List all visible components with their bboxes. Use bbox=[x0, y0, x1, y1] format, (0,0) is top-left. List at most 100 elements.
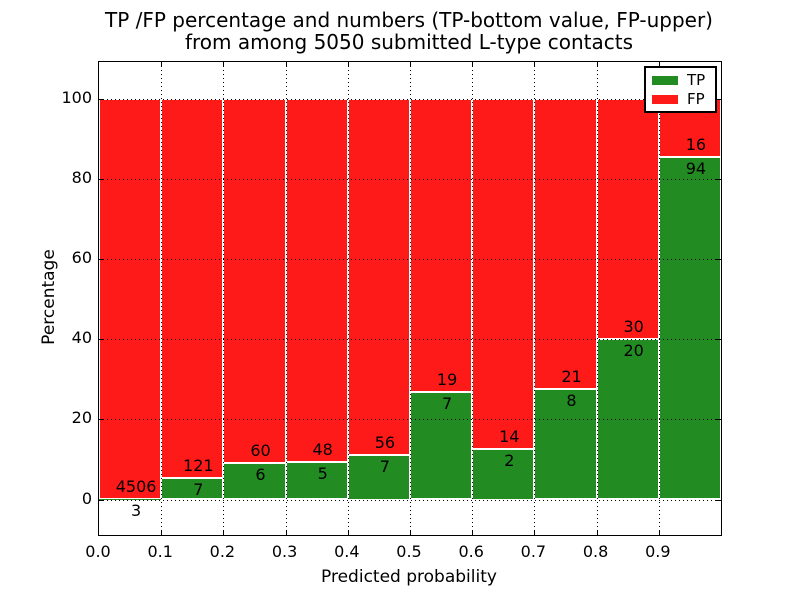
x-tick-mark-bottom bbox=[472, 530, 474, 535]
y-tick-label-80: 80 bbox=[71, 168, 92, 188]
fp-count-label-6: 14 bbox=[499, 427, 520, 447]
x-tick-mark-bottom bbox=[347, 530, 349, 535]
y-tick-mark-left bbox=[99, 179, 104, 181]
fp-bar-segment-1 bbox=[161, 99, 224, 478]
fp-count-label-4: 56 bbox=[374, 433, 396, 452]
y-tick-label-40: 40 bbox=[71, 328, 92, 348]
x-tick-mark-bottom bbox=[161, 530, 163, 535]
x-tick-mark-top bbox=[534, 62, 536, 67]
chart-title: TP /FP percentage and numbers (TP-bottom… bbox=[98, 9, 720, 53]
y-tick-mark-left bbox=[99, 339, 104, 341]
legend-swatch-fp bbox=[652, 94, 678, 104]
tp-count-label-5: 7 bbox=[442, 393, 453, 413]
gridline-x-0.1 bbox=[161, 62, 163, 535]
x-tick-mark-top bbox=[472, 62, 474, 67]
x-tick-mark-bottom bbox=[658, 530, 660, 535]
gridline-x-0.2 bbox=[223, 62, 225, 535]
x-tick-mark-top bbox=[658, 62, 660, 67]
chart-title-line2: from among 5050 submitted L-type contact… bbox=[184, 30, 634, 54]
tp-count-label-2: 6 bbox=[255, 465, 266, 485]
x-tick-mark-bottom bbox=[596, 530, 598, 535]
x-tick-label-0.5: 0.5 bbox=[396, 542, 422, 561]
tp-count-label-6: 2 bbox=[504, 451, 515, 471]
x-tick-mark-top bbox=[596, 62, 598, 67]
tp-count-label-9: 94 bbox=[685, 159, 707, 179]
x-tick-mark-bottom bbox=[285, 530, 287, 535]
gridline-x-0.8 bbox=[596, 62, 598, 535]
fp-bar-segment-4 bbox=[347, 99, 410, 455]
gridline-x-0.5 bbox=[410, 62, 411, 535]
fp-bar-segment-3 bbox=[285, 99, 348, 462]
x-tick-label-0.9: 0.9 bbox=[645, 542, 671, 561]
fp-count-label-8: 30 bbox=[623, 317, 644, 337]
tp-count-label-7: 8 bbox=[566, 391, 577, 411]
tp-bar-segment-3 bbox=[285, 461, 348, 500]
legend-swatch-tp bbox=[652, 75, 678, 85]
fp-bar-segment-2 bbox=[223, 99, 286, 464]
x-tick-mark-bottom bbox=[223, 530, 225, 535]
tp-bar-segment-2 bbox=[223, 463, 286, 500]
y-tick-mark-right bbox=[716, 259, 721, 261]
gridline-x-0.6 bbox=[472, 62, 474, 535]
y-tick-mark-right bbox=[716, 99, 721, 100]
y-tick-label-0: 0 bbox=[81, 488, 92, 508]
x-tick-label-0.4: 0.4 bbox=[334, 542, 360, 561]
y-tick-mark-left bbox=[99, 419, 104, 421]
y-tick-mark-left bbox=[99, 259, 104, 261]
x-tick-mark-top bbox=[223, 62, 225, 67]
y-tick-mark-left bbox=[99, 499, 104, 501]
y-tick-mark-left bbox=[99, 99, 104, 100]
tp-bar-segment-4 bbox=[347, 455, 410, 500]
plot-area: 4506 3 121 7 60 6 48 5 56 7 19 7 14 2 21 8 30 20 16 94 bbox=[98, 61, 722, 536]
y-tick-label-20: 20 bbox=[71, 408, 92, 428]
x-tick-mark-top bbox=[285, 62, 287, 67]
gridline-x-0.3 bbox=[285, 62, 287, 535]
x-tick-label-0.1: 0.1 bbox=[147, 542, 173, 561]
gridline-x-0.4 bbox=[347, 62, 349, 535]
legend-label-fp: FP bbox=[687, 89, 705, 108]
fp-count-label-7: 21 bbox=[561, 367, 582, 387]
fp-bar-segment-6 bbox=[472, 99, 535, 450]
x-tick-label-0.7: 0.7 bbox=[520, 542, 547, 561]
x-tick-mark-top bbox=[347, 62, 349, 67]
fp-count-label-2: 60 bbox=[250, 441, 271, 461]
legend-item-fp: FP bbox=[652, 91, 715, 107]
y-axis-label: Percentage bbox=[39, 249, 59, 345]
tp-count-label-3: 5 bbox=[317, 463, 328, 483]
y-tick-mark-right bbox=[716, 419, 721, 421]
x-tick-label-0.0: 0.0 bbox=[85, 542, 111, 561]
tp-count-label-4: 7 bbox=[379, 457, 390, 476]
y-tick-label-60: 60 bbox=[71, 248, 92, 268]
fp-count-label-9: 16 bbox=[685, 135, 707, 155]
tp-bar-segment-5 bbox=[410, 391, 473, 500]
x-tick-mark-top bbox=[161, 62, 163, 67]
y-tick-label-100: 100 bbox=[61, 88, 92, 107]
tp-count-label-8: 20 bbox=[623, 341, 644, 361]
fp-bar-segment-8 bbox=[596, 99, 659, 340]
gridline-x-0.7 bbox=[534, 62, 536, 535]
tp-count-label-0: 3 bbox=[131, 501, 142, 521]
fp-count-label-0: 4506 bbox=[115, 477, 157, 497]
y-tick-mark-right bbox=[716, 499, 721, 501]
chart-title-line1: TP /FP percentage and numbers (TP-bottom… bbox=[105, 8, 713, 32]
fp-count-label-5: 19 bbox=[436, 369, 458, 389]
x-tick-mark-bottom bbox=[410, 530, 411, 535]
x-tick-mark-top bbox=[410, 62, 411, 67]
legend-item-tp: TP bbox=[652, 72, 715, 88]
legend-label-tp: TP bbox=[687, 70, 706, 89]
tp-count-label-1: 7 bbox=[193, 479, 204, 499]
x-tick-label-0.2: 0.2 bbox=[209, 542, 236, 561]
y-tick-mark-right bbox=[716, 179, 721, 181]
fp-bar-segment-0 bbox=[99, 99, 162, 500]
x-tick-label-0.8: 0.8 bbox=[582, 542, 609, 561]
fp-bar-segment-7 bbox=[534, 99, 597, 390]
fp-count-label-3: 48 bbox=[312, 439, 333, 459]
x-tick-mark-bottom bbox=[534, 530, 536, 535]
legend: TP FP bbox=[644, 66, 717, 113]
x-tick-label-0.6: 0.6 bbox=[458, 542, 484, 561]
x-axis-label: Predicted probability bbox=[321, 567, 497, 587]
x-tick-label-0.3: 0.3 bbox=[271, 542, 298, 561]
y-tick-mark-right bbox=[716, 339, 721, 341]
fp-bar-segment-5 bbox=[410, 99, 473, 392]
